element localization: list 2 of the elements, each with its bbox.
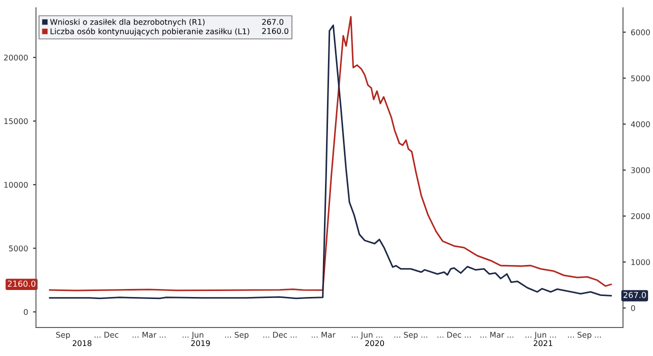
text: 267.0: [624, 292, 646, 298]
text: 2160.0: [8, 280, 36, 287]
